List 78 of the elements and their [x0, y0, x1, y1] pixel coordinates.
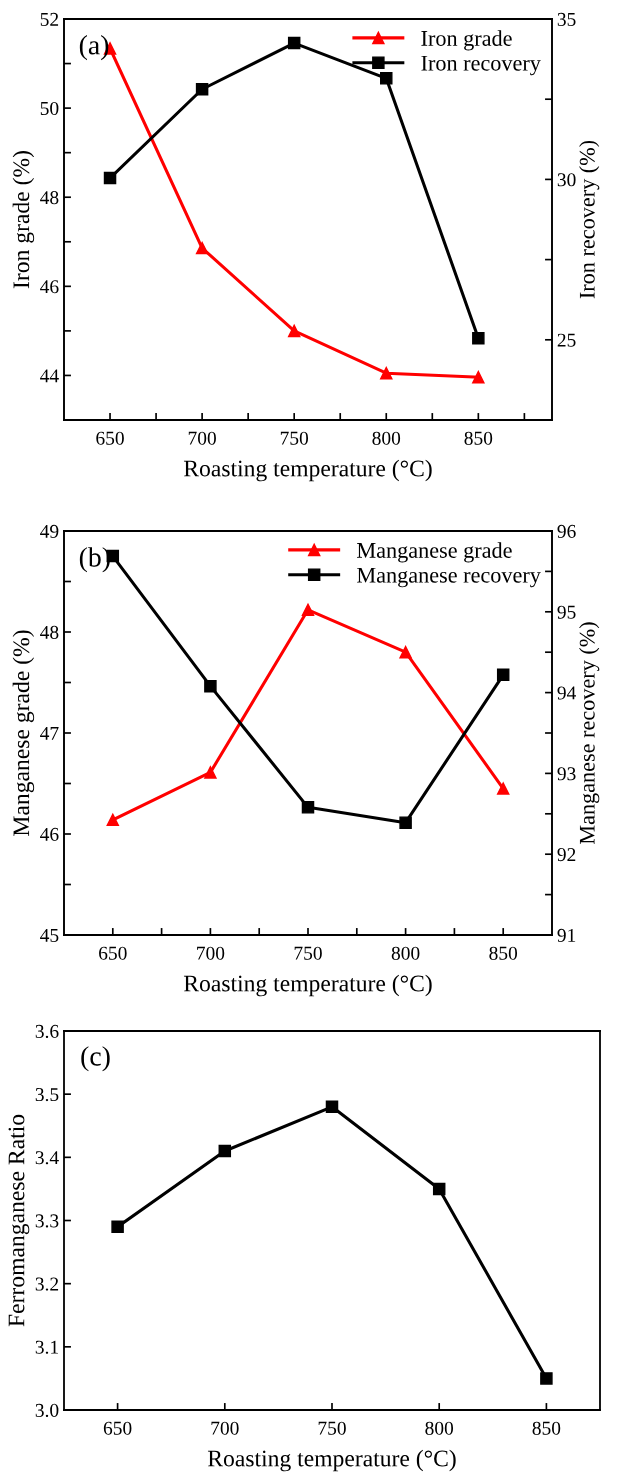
legend-label: Manganese recovery — [357, 567, 541, 588]
x-tick-label: 650 — [96, 431, 124, 445]
x-tick-label: 750 — [280, 431, 309, 445]
legend-label: Iron recovery — [421, 55, 541, 76]
y-tick-label: 52 — [40, 12, 59, 26]
y-tick-label: 3.2 — [35, 1277, 59, 1291]
y-axis-title: Ferromanganese Ratio — [8, 1114, 30, 1327]
point — [472, 370, 485, 384]
y-axis-title: Manganese grade (%) — [12, 630, 35, 836]
point — [380, 366, 393, 380]
y2-tick-label: 95 — [557, 605, 576, 619]
y-tick-label: 47 — [40, 726, 59, 740]
y-tick-label: 48 — [40, 625, 59, 639]
y2-tick-label: 92 — [557, 848, 576, 862]
point — [106, 813, 120, 827]
y-tick-label: 44 — [40, 369, 59, 383]
legend-label: Manganese grade — [357, 542, 512, 563]
y-tick-label: 3.6 — [35, 1024, 59, 1039]
y2-tick-label: 25 — [557, 333, 576, 347]
point — [472, 331, 485, 345]
y2-tick-label: 35 — [557, 12, 576, 26]
x-axis-title: Roasting temperature (°C) — [183, 974, 432, 997]
point — [380, 72, 393, 85]
x-tick-label: 700 — [211, 1421, 239, 1435]
x-tick-label: 750 — [318, 1421, 346, 1435]
y-tick-label: 3.0 — [35, 1403, 59, 1418]
point — [111, 1220, 124, 1234]
y-tick-label: 46 — [40, 280, 59, 294]
y2-tick-label: 93 — [557, 767, 576, 781]
point — [195, 241, 209, 255]
point — [287, 324, 301, 338]
y-tick-label: 45 — [40, 928, 59, 942]
point — [195, 83, 209, 96]
x-tick-label: 800 — [372, 431, 401, 445]
point — [325, 1100, 339, 1114]
x-tick-label: 750 — [294, 946, 322, 960]
x-tick-label: 650 — [99, 946, 127, 960]
y2-tick-label: 96 — [557, 524, 576, 538]
x-tick-label: 700 — [197, 946, 225, 960]
point — [432, 1182, 446, 1196]
y2-tick-label: 94 — [557, 686, 576, 700]
point — [301, 801, 315, 814]
point — [540, 1372, 553, 1385]
point — [103, 171, 117, 185]
y-tick-label: 48 — [40, 191, 59, 205]
x-tick-label: 650 — [103, 1421, 132, 1435]
y2-axis-title: Iron recovery (%) — [579, 140, 600, 299]
x-tick-label: 850 — [532, 1421, 561, 1435]
point — [399, 816, 412, 829]
x-tick-label: 850 — [489, 946, 518, 960]
y-tick-label: 49 — [40, 524, 59, 538]
y-tick-label: 50 — [40, 101, 59, 116]
x-axis-title: Roasting temperature (°C) — [183, 459, 432, 482]
y-tick-label: 46 — [40, 827, 59, 841]
y-axis-title: Iron grade (%) — [12, 151, 35, 289]
y2-tick-label: 91 — [557, 928, 576, 942]
point — [204, 679, 217, 693]
y2-axis-title: Manganese recovery (%) — [579, 622, 600, 845]
y-tick-label: 3.1 — [35, 1340, 58, 1354]
point — [218, 1144, 232, 1158]
x-tick-label: 800 — [391, 946, 420, 960]
point — [496, 782, 510, 795]
point — [301, 603, 315, 617]
y-tick-label: 3.5 — [35, 1088, 59, 1102]
point — [287, 36, 301, 50]
y-tick-label: 3.4 — [35, 1151, 59, 1165]
point — [496, 668, 510, 682]
legend-label: Iron grade — [421, 30, 512, 51]
y-tick-label: 3.3 — [35, 1214, 59, 1228]
annotation: (a) — [79, 35, 109, 61]
point — [399, 645, 412, 659]
x-tick-label: 800 — [425, 1421, 454, 1435]
x-tick-label: 850 — [464, 431, 493, 445]
x-axis-title: Roasting temperature (°C) — [207, 1449, 456, 1472]
y2-tick-label: 30 — [557, 173, 576, 187]
annotation: (c) — [81, 1046, 110, 1072]
x-tick-label: 700 — [188, 431, 216, 445]
point — [204, 766, 217, 779]
